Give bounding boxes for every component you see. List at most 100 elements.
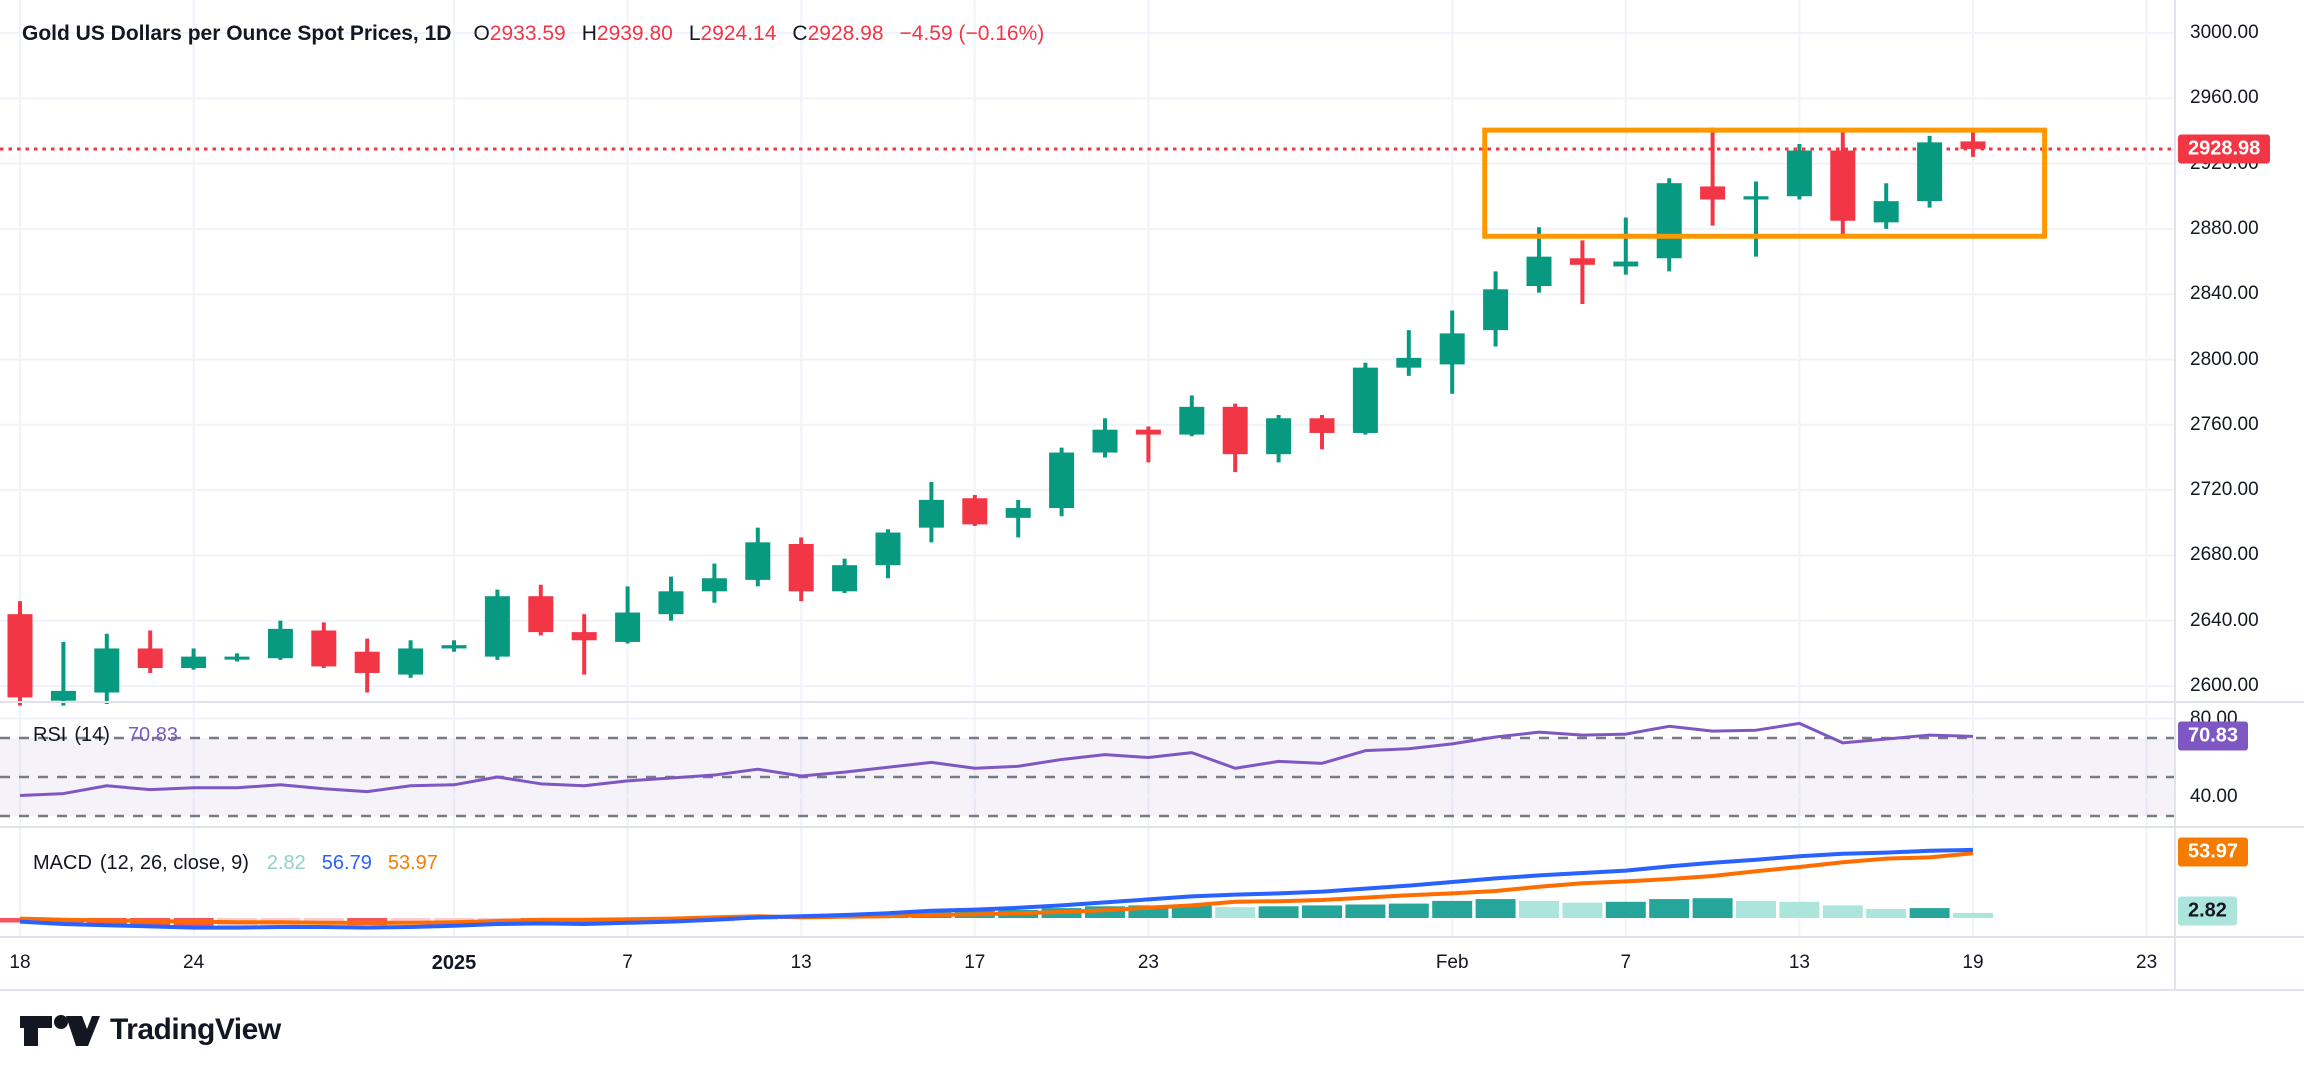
- macd-histogram-bar: [1215, 907, 1256, 918]
- macd-histogram-bar: [1302, 905, 1342, 918]
- macd-histogram-bar: [1605, 901, 1646, 918]
- candle-body: [94, 648, 120, 693]
- rsi-line: [19, 721, 1974, 798]
- candle-body: [832, 565, 858, 592]
- time-tick-label: 19: [1962, 952, 1984, 973]
- ohlc-high: H2939.80: [581, 22, 673, 45]
- time-tick-label: 7: [1620, 952, 1632, 973]
- orange-box-annotation: [1482, 127, 2048, 239]
- tradingview-watermark[interactable]: TradingView: [20, 1010, 281, 1050]
- macd-signal-value: 53.97: [387, 852, 438, 874]
- macd-legend-name: MACD: [33, 852, 92, 874]
- candle-body: [311, 630, 337, 667]
- price-tick-label: 2600.00: [2190, 675, 2259, 696]
- candle-body: [1439, 333, 1465, 365]
- price-tick-label: 2840.00: [2190, 283, 2259, 305]
- candle-body: [1656, 183, 1682, 259]
- time-tick-label: 13: [1788, 952, 1810, 973]
- candle-body: [1049, 452, 1075, 509]
- candle-body: [528, 596, 554, 633]
- candle-body: [962, 498, 988, 525]
- price-tick-label: 2800.00: [2190, 348, 2259, 370]
- candle-body: [50, 690, 76, 701]
- candle-body: [137, 648, 163, 669]
- macd-histogram-bar: [1909, 908, 1950, 918]
- candle-body: [1917, 142, 1943, 202]
- macd-histogram-bar: [1953, 912, 1993, 918]
- time-tick-label: 23: [2136, 952, 2158, 973]
- candle-body: [354, 651, 380, 673]
- change-value: −4.59 (−0.16%): [899, 22, 1045, 45]
- candle-body: [1396, 357, 1422, 368]
- tradingview-logo-icon: [20, 1015, 100, 1046]
- candle-body: [1092, 429, 1118, 453]
- time-tick-label: 13: [790, 952, 812, 973]
- candle-body: [615, 612, 641, 642]
- candle-body: [658, 591, 684, 615]
- rsi-legend-value: 70.83: [127, 724, 178, 746]
- macd-histogram-bar: [1866, 909, 1907, 918]
- macd-hist-badge: 2.82: [2178, 896, 2237, 926]
- candle-body: [875, 532, 901, 566]
- candle-body: [224, 656, 250, 660]
- price-tick-label: 2760.00: [2190, 413, 2259, 435]
- candle-body: [918, 499, 944, 528]
- macd-histogram-bar: [1692, 898, 1733, 918]
- price-tick-label: 2680.00: [2190, 544, 2259, 566]
- price-tick-label: 2720.00: [2190, 479, 2259, 501]
- macd-histogram-bar: [1345, 904, 1386, 918]
- candle-body: [788, 543, 814, 592]
- symbol-legend[interactable]: Gold US Dollars per Ounce Spot Prices, 1…: [22, 22, 1044, 46]
- macd-legend[interactable]: MACD (12, 26, close, 9) 2.82 56.79 53.97: [33, 852, 454, 875]
- time-tick-label: 24: [183, 952, 205, 973]
- candle-body: [1352, 367, 1378, 433]
- rsi-value-badge: 70.83: [2178, 721, 2249, 751]
- macd-legend-params: (12, 26, close, 9): [99, 852, 249, 874]
- candle-body: [1569, 258, 1595, 265]
- time-tick-label: 17: [964, 952, 986, 973]
- ohlc-close: C2928.98: [792, 22, 884, 45]
- rsi-legend-name: RSI: [33, 724, 67, 746]
- candle-body: [1135, 429, 1161, 435]
- candle-body: [745, 542, 771, 580]
- time-tick-label: 7: [622, 952, 633, 973]
- macd-line: [19, 847, 1974, 930]
- last-price-badge: 2928.98: [2178, 134, 2271, 164]
- ohlc-open: O2933.59: [473, 22, 566, 45]
- candle-body: [181, 656, 207, 669]
- candle-body: [441, 645, 467, 649]
- time-tick-label: 23: [1137, 952, 1159, 973]
- candle-body: [1613, 261, 1639, 267]
- candle-body: [7, 614, 33, 698]
- time-tick-label: 2025: [431, 952, 477, 974]
- macd-histogram-bar: [1562, 902, 1603, 918]
- candle-body: [1873, 201, 1899, 223]
- candle-body: [1266, 418, 1292, 455]
- candle-body: [1526, 256, 1552, 287]
- candle-body: [267, 628, 293, 659]
- candle-body: [1222, 406, 1248, 455]
- macd-histogram-bar: [1432, 900, 1473, 918]
- macd-histogram-bar: [1649, 899, 1690, 918]
- candle-body: [1830, 150, 1856, 221]
- candle-body: [701, 578, 727, 592]
- tradingview-logo-text: TradingView: [110, 1013, 281, 1046]
- price-tick-label: 2960.00: [2190, 87, 2259, 109]
- rsi-legend[interactable]: RSI (14) 70.83: [33, 724, 194, 747]
- candle-body: [1179, 406, 1205, 435]
- macd-histogram-bar: [1519, 900, 1559, 918]
- macd-histogram-bar: [1779, 901, 1820, 918]
- candle-body: [1700, 186, 1726, 200]
- macd-histogram-bar: [1822, 905, 1863, 918]
- candle-body: [484, 596, 510, 657]
- symbol-title[interactable]: Gold US Dollars per Ounce Spot Prices, 1…: [22, 22, 452, 45]
- candle-body: [1309, 418, 1335, 433]
- macd-signal-line: [19, 851, 1974, 925]
- macd-histogram-bar: [1388, 903, 1429, 918]
- macd-histogram-bar: [1258, 906, 1299, 918]
- candle-body: [1786, 150, 1812, 197]
- macd-hist-value: 2.82: [266, 852, 306, 874]
- candle-body: [398, 648, 424, 675]
